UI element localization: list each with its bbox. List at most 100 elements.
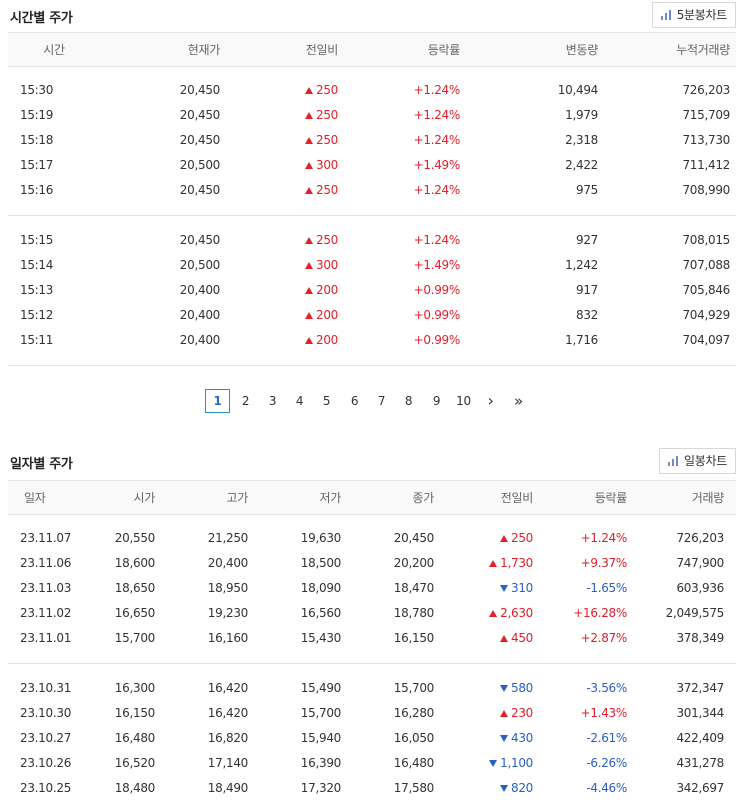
page-4-link[interactable]: 4 [295, 394, 304, 408]
volume-cell: 431,278 [676, 756, 724, 770]
next-page-icon[interactable]: › [487, 391, 494, 410]
time-cell: 15:19 [20, 108, 54, 122]
price-cell: 20,400 [179, 308, 221, 322]
low-cell: 17,320 [300, 781, 342, 795]
time-cell: 15:17 [20, 158, 54, 172]
rate-cell: +0.99% [413, 333, 461, 347]
open-cell: 16,650 [114, 606, 156, 620]
col-daily-change: 전일비 [446, 480, 545, 515]
spacer-row [8, 664, 736, 676]
change-value: 200 [315, 283, 338, 297]
low-cell: 15,700 [300, 706, 342, 720]
high-cell: 17,140 [207, 756, 249, 770]
page-5-link[interactable]: 5 [322, 394, 331, 408]
open-cell: 18,480 [114, 781, 156, 795]
change-cell: 300 [236, 253, 358, 278]
page-2-link[interactable]: 2 [241, 394, 250, 408]
rate-cell: +0.99% [413, 283, 461, 297]
page-1-link[interactable]: 1 [205, 389, 230, 413]
col-daily-volume: 거래량 [639, 480, 736, 515]
high-cell: 16,420 [207, 681, 249, 695]
open-cell: 16,300 [114, 681, 156, 695]
triangle-up-icon [304, 87, 313, 94]
cum-volume-cell: 708,015 [682, 233, 730, 247]
date-cell: 23.11.03 [20, 581, 72, 595]
change-value: 820 [510, 781, 533, 795]
table-row: 15:19 20,450 250 +1.24% 1,979 715,709 [8, 103, 736, 128]
page-9-link[interactable]: 9 [432, 394, 441, 408]
volume-cell: 975 [575, 183, 598, 197]
rate-cell: +1.24% [413, 108, 461, 122]
col-daily-rate: 등락률 [545, 480, 639, 515]
cum-volume-cell: 715,709 [682, 108, 730, 122]
table-row: 15:30 20,450 250 +1.24% 10,494 726,203 [8, 78, 736, 103]
change-cell: 820 [446, 776, 545, 801]
cum-volume-cell: 704,097 [682, 333, 730, 347]
rate-cell: +1.24% [413, 133, 461, 147]
page-6-link[interactable]: 6 [350, 394, 359, 408]
triangle-up-icon [304, 187, 313, 194]
intraday-header: 시간별 주가 5분봉차트 [0, 2, 736, 32]
change-cell: 1,730 [446, 551, 545, 576]
change-cell: 1,100 [446, 751, 545, 776]
high-cell: 18,490 [207, 781, 249, 795]
last-page-icon[interactable]: » [514, 392, 523, 410]
triangle-up-icon [304, 237, 313, 244]
cum-volume-cell: 711,412 [682, 158, 730, 172]
col-date: 일자 [8, 480, 92, 515]
close-cell: 15,700 [393, 681, 435, 695]
rate-cell: +1.24% [413, 233, 461, 247]
page-8-link[interactable]: 8 [404, 394, 413, 408]
open-cell: 18,600 [114, 556, 156, 570]
triangle-up-icon [304, 112, 313, 119]
triangle-up-icon [489, 610, 498, 617]
price-cell: 20,500 [179, 158, 221, 172]
col-time: 시간 [8, 32, 100, 67]
change-cell: 250 [236, 128, 358, 153]
change-value: 200 [315, 333, 338, 347]
daily-title: 일자별 주가 [10, 457, 73, 472]
cum-volume-cell: 707,088 [682, 258, 730, 272]
triangle-up-icon [304, 262, 313, 269]
page-10-link[interactable]: 10 [456, 394, 471, 408]
volume-cell: 301,344 [676, 706, 724, 720]
triangle-up-icon [304, 162, 313, 169]
change-value: 430 [510, 731, 533, 745]
date-cell: 23.10.25 [20, 781, 72, 795]
5min-chart-button[interactable]: 5분봉차트 [651, 2, 736, 28]
change-cell: 250 [236, 228, 358, 253]
daily-chart-button[interactable]: 일봉차트 [659, 448, 736, 474]
rate-cell: +1.24% [413, 183, 461, 197]
time-cell: 15:30 [20, 83, 54, 97]
date-cell: 23.10.27 [20, 731, 72, 745]
daily-table: 일자 시가 고가 저가 종가 전일비 등락률 거래량 23.11.07 20,55… [8, 480, 736, 801]
price-cell: 20,500 [179, 258, 221, 272]
price-cell: 20,400 [179, 333, 221, 347]
change-cell: 310 [446, 576, 545, 601]
table-row: 23.10.30 16,150 16,420 15,700 16,280 230 +1.43… [8, 701, 736, 726]
close-cell: 20,200 [393, 556, 435, 570]
rate-cell: +1.24% [580, 531, 628, 545]
rate-cell: +2.87% [580, 631, 628, 645]
high-cell: 19,230 [207, 606, 249, 620]
open-cell: 16,480 [114, 731, 156, 745]
date-cell: 23.11.01 [20, 631, 72, 645]
date-cell: 23.11.02 [20, 606, 72, 620]
page-3-link[interactable]: 3 [268, 394, 277, 408]
triangle-up-icon [499, 535, 508, 542]
change-value: 2,630 [500, 606, 533, 620]
change-cell: 580 [446, 676, 545, 701]
divider-row [8, 202, 736, 216]
time-cell: 15:13 [20, 283, 54, 297]
change-value: 580 [510, 681, 533, 695]
volume-cell: 917 [575, 283, 598, 297]
time-cell: 15:18 [20, 133, 54, 147]
intraday-title: 시간별 주가 [10, 11, 73, 26]
cum-volume-cell: 705,846 [682, 283, 730, 297]
table-row: 15:12 20,400 200 +0.99% 832 704,929 [8, 303, 736, 328]
change-value: 450 [510, 631, 533, 645]
page-7-link[interactable]: 7 [377, 394, 386, 408]
table-row: 23.11.01 15,700 16,160 15,430 16,150 450 +2.87… [8, 626, 736, 651]
close-cell: 17,580 [393, 781, 435, 795]
open-cell: 16,520 [114, 756, 156, 770]
